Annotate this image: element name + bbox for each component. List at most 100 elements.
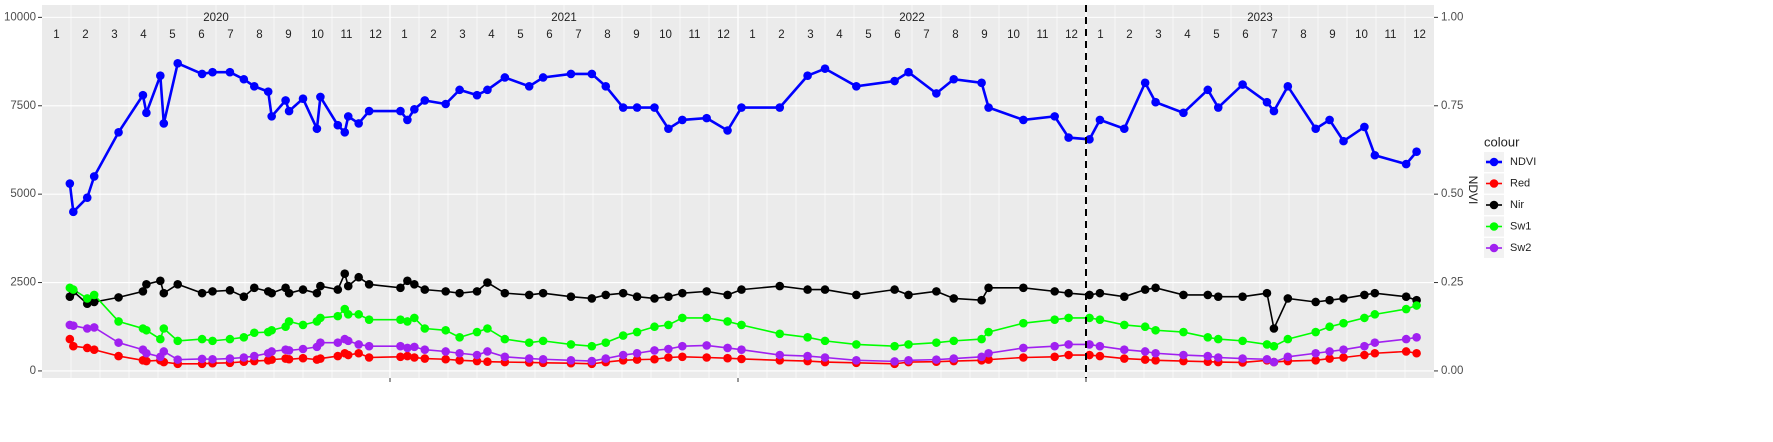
- data-point: [82, 294, 92, 303]
- data-point: [441, 347, 450, 356]
- data-point: [852, 340, 861, 349]
- data-point: [1269, 341, 1279, 351]
- data-point: [601, 338, 611, 347]
- data-point: [601, 290, 611, 300]
- data-point: [1050, 315, 1059, 324]
- data-point: [82, 343, 92, 353]
- data-point: [364, 280, 374, 289]
- data-point: [354, 272, 363, 282]
- data-point: [890, 76, 899, 86]
- data-point: [225, 286, 235, 295]
- data-point: [1119, 124, 1129, 134]
- data-point: [263, 87, 273, 96]
- data-point: [500, 73, 510, 82]
- data-point: [1262, 288, 1272, 298]
- data-point: [267, 112, 276, 121]
- month-label: 3: [459, 29, 465, 41]
- data-point: [1203, 333, 1213, 342]
- data-point: [1360, 122, 1369, 132]
- y2-tick-label: 0.25: [1441, 277, 1463, 289]
- data-point: [1085, 135, 1094, 144]
- data-point: [225, 67, 235, 77]
- data-point: [737, 103, 746, 112]
- data-point: [618, 350, 628, 360]
- data-point: [472, 90, 482, 100]
- data-point: [1269, 106, 1279, 116]
- data-point: [664, 344, 673, 354]
- data-point: [138, 287, 148, 296]
- data-point: [343, 310, 353, 319]
- data-point: [1179, 356, 1188, 366]
- data-point: [949, 74, 959, 84]
- data-point: [1401, 304, 1411, 314]
- data-point: [420, 285, 430, 294]
- data-point: [483, 324, 492, 333]
- data-point: [1360, 290, 1369, 300]
- data-point: [156, 71, 165, 81]
- month-label: 7: [575, 29, 581, 41]
- data-point: [1179, 350, 1188, 360]
- data-point: [312, 124, 322, 134]
- data-point: [316, 281, 325, 291]
- data-point: [1311, 327, 1320, 337]
- data-point: [333, 351, 343, 361]
- y2-axis-title: NDVI: [1466, 176, 1480, 205]
- data-point: [1050, 352, 1059, 362]
- data-point: [333, 120, 343, 130]
- data-point: [316, 92, 325, 102]
- data-point: [298, 344, 308, 354]
- data-point: [500, 352, 510, 362]
- month-label: 12: [369, 29, 382, 41]
- month-label: 1: [749, 29, 755, 41]
- data-point: [678, 115, 687, 125]
- data-point: [702, 341, 711, 350]
- data-point: [1360, 350, 1369, 360]
- data-point: [239, 74, 249, 84]
- data-point: [904, 340, 913, 349]
- data-point: [566, 292, 576, 301]
- year-label: 2023: [1247, 12, 1273, 24]
- data-point: [65, 179, 75, 188]
- data-point: [632, 103, 642, 112]
- data-point: [316, 313, 325, 323]
- month-label: 6: [198, 29, 204, 41]
- data-point: [403, 317, 412, 326]
- data-point: [281, 96, 290, 105]
- data-point: [949, 294, 959, 303]
- data-point: [483, 357, 492, 367]
- data-point: [403, 115, 412, 125]
- data-point: [1412, 147, 1421, 157]
- data-point: [1311, 124, 1320, 134]
- data-point: [1325, 295, 1334, 305]
- data-point: [678, 313, 687, 323]
- data-point: [1140, 355, 1150, 364]
- data-point: [702, 287, 711, 296]
- data-point: [354, 340, 363, 349]
- month-label: 7: [923, 29, 929, 41]
- data-point: [904, 290, 913, 300]
- data-point: [1325, 347, 1334, 356]
- data-point: [1179, 108, 1188, 118]
- data-point: [1339, 136, 1348, 146]
- data-point: [441, 99, 450, 109]
- data-point: [455, 348, 464, 358]
- data-point: [208, 67, 217, 77]
- data-point: [364, 341, 374, 351]
- data-point: [340, 127, 350, 137]
- y2-tick-label: 0.75: [1441, 100, 1463, 112]
- month-label: 2: [778, 29, 784, 41]
- data-point: [441, 287, 450, 296]
- data-point: [904, 67, 913, 77]
- data-point: [483, 347, 492, 356]
- data-point: [1119, 354, 1129, 363]
- data-point: [316, 338, 325, 347]
- month-label: 1: [401, 29, 407, 41]
- y2-tick-label: 1.00: [1441, 11, 1463, 23]
- data-point: [1360, 341, 1369, 351]
- data-point: [678, 288, 687, 298]
- month-label: 11: [689, 29, 701, 41]
- data-point: [1339, 345, 1348, 355]
- data-point: [343, 336, 353, 346]
- data-point: [420, 354, 430, 363]
- data-point: [173, 355, 183, 364]
